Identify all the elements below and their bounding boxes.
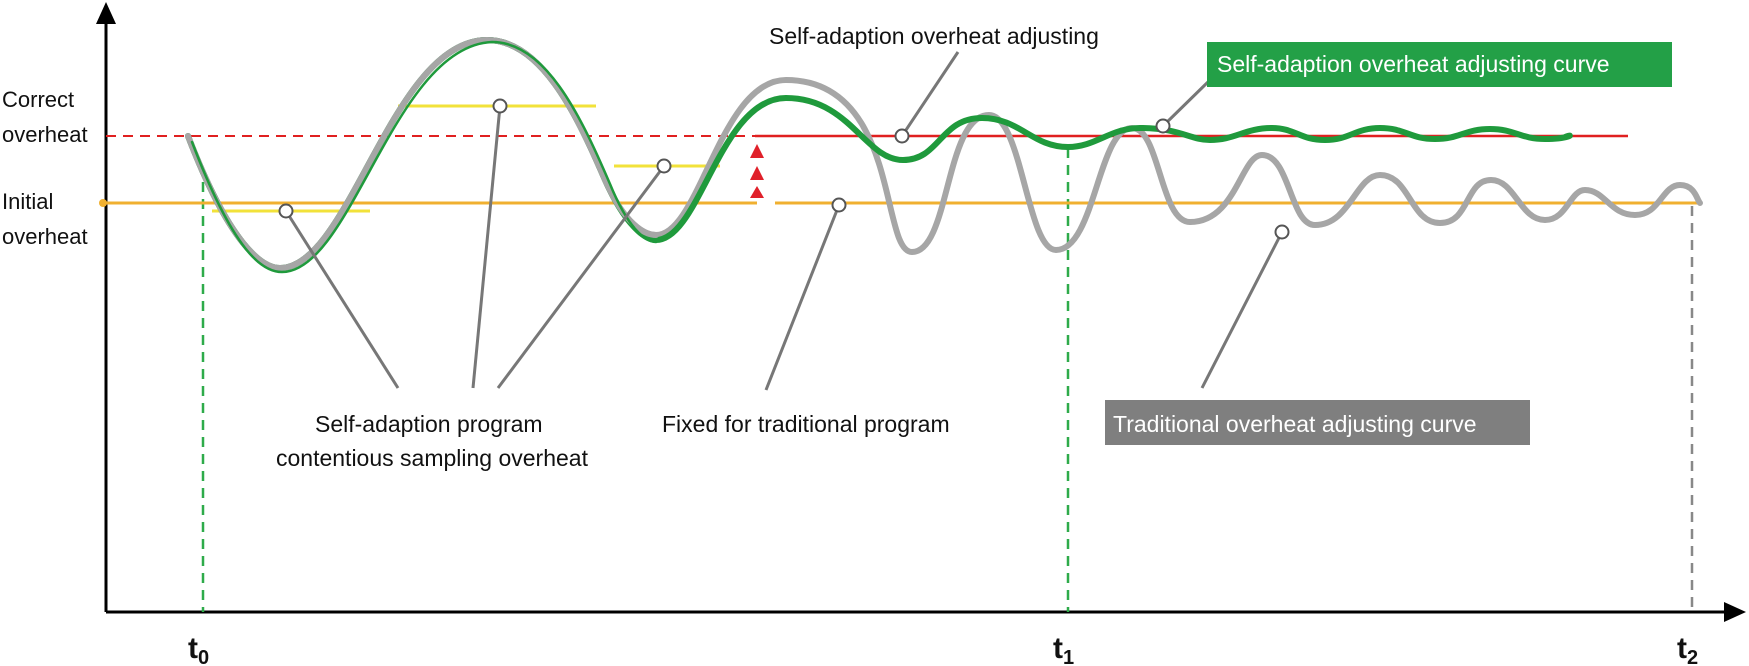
traditional-curve-point	[1274, 224, 1290, 240]
y-axis-arrow-icon	[96, 2, 116, 24]
leader-sample-2	[471, 105, 502, 389]
leader-self-adaption-curve	[1161, 78, 1212, 128]
traditional-legend: Traditional overheat adjusting curve	[1105, 400, 1530, 445]
x-axis-arrow-icon	[1724, 602, 1746, 622]
adjusting-point	[894, 128, 910, 144]
self-adaption-legend-label: Self-adaption overheat adjusting curve	[1217, 51, 1610, 77]
t1-label: t1	[1053, 632, 1074, 666]
leader-sample-1	[284, 210, 400, 389]
correct-overheat-label: Correct overheat	[2, 87, 88, 147]
t0-label: t0	[188, 632, 209, 666]
initial-overheat-label: Initial overheat	[2, 189, 88, 249]
self-adaption-legend: Self-adaption overheat adjusting curve	[1207, 42, 1672, 87]
fixed-point	[831, 197, 847, 213]
leader-self-adaption-adjusting	[900, 51, 960, 137]
traditional-legend-label: Traditional overheat adjusting curve	[1113, 411, 1477, 437]
sampling-annotation: Self-adaption program contentious sampli…	[276, 411, 589, 471]
initial-overheat-marker	[99, 199, 107, 207]
sample-point-1	[278, 203, 294, 219]
self-adaption-curve-point	[1155, 118, 1171, 134]
self-adaption-curve-edge	[190, 40, 658, 274]
fixed-traditional-annotation: Fixed for traditional program	[662, 411, 950, 437]
leader-sample-3	[496, 165, 666, 389]
t2-label: t2	[1677, 632, 1698, 666]
leader-fixed-traditional	[764, 204, 841, 391]
traditional-curve-overlay	[185, 37, 659, 271]
sample-point-3	[656, 158, 672, 174]
self-adaption-adjusting-annotation: Self-adaption overheat adjusting	[769, 23, 1099, 49]
adjustment-up-arrows-icon	[750, 144, 764, 198]
sample-point-2	[492, 98, 508, 114]
leader-traditional-curve	[1200, 231, 1284, 389]
